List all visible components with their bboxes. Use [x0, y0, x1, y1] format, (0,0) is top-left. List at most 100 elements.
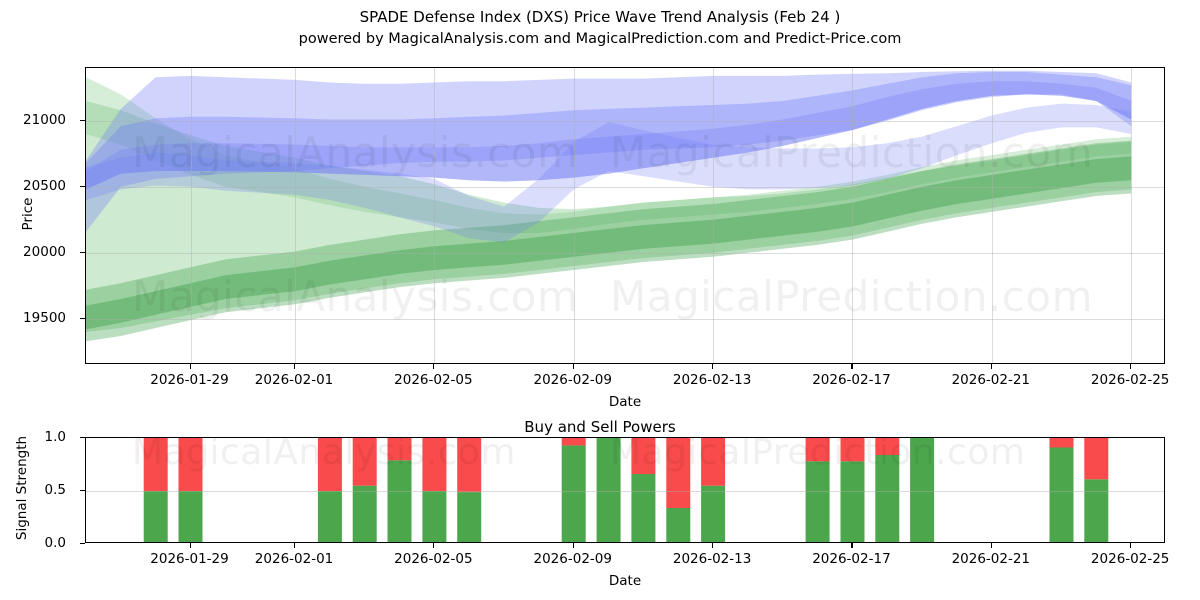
price-y-tick-mark	[80, 317, 85, 319]
gridline-vertical	[573, 68, 575, 363]
bar-buy-power	[352, 485, 377, 542]
bar-buy-power	[840, 461, 865, 542]
bar-buy-power	[910, 438, 935, 542]
signal-x-tick-mark	[433, 543, 435, 548]
signal-x-tick-mark	[990, 543, 992, 548]
signal-y-tick-label: 1.0	[44, 429, 66, 445]
price-wave-bands	[86, 70, 1132, 342]
gridline-horizontal	[86, 186, 1164, 188]
bar-sell-power	[666, 438, 691, 508]
bar-sell-power	[352, 438, 377, 486]
wave-band-blue-band-mid-upper	[86, 72, 1132, 190]
price-y-tick-mark	[80, 119, 85, 121]
signal-x-tick-label: 2026-02-09	[533, 551, 612, 567]
gridline-horizontal	[86, 318, 1164, 320]
wave-band-blue-wave-inner-dip-upper	[86, 103, 1132, 243]
signal-y-tick-mark	[80, 437, 85, 439]
bar-buy-power	[1084, 479, 1109, 542]
signal-x-axis-label: Date	[608, 573, 642, 589]
bar-sell-power	[143, 438, 168, 491]
bar-sell-power	[840, 438, 865, 462]
signal-y-tick-label: 0.0	[44, 535, 66, 551]
price-x-tick-mark	[851, 364, 853, 369]
wave-band-green-band-core-upper	[86, 156, 1132, 330]
bar-buy-power	[596, 438, 621, 542]
price-x-tick-label: 2026-02-09	[533, 372, 612, 388]
signal-x-tick-mark	[189, 543, 191, 548]
bar-buy-power	[875, 455, 900, 542]
bar-buy-power	[422, 491, 447, 542]
signal-x-tick-mark	[572, 543, 574, 548]
bar-buy-power	[178, 491, 203, 542]
wave-band-green-band-mid-upper	[86, 140, 1132, 342]
page-title: SPADE Defense Index (DXS) Price Wave Tre…	[359, 8, 841, 26]
price-x-tick-label: 2026-02-13	[672, 372, 752, 388]
gridline-vertical	[190, 68, 192, 363]
price-chart-plot-area	[85, 67, 1165, 364]
signal-x-tick-label: 2026-02-25	[1090, 551, 1170, 567]
signal-chart-plot-area	[85, 437, 1165, 543]
signal-y-tick-mark	[80, 543, 85, 545]
bar-buy-power	[561, 445, 586, 542]
gridline-horizontal	[86, 252, 1164, 254]
bar-sell-power	[387, 438, 412, 461]
gridline-horizontal	[86, 120, 1164, 122]
price-x-tick-mark	[433, 364, 435, 369]
wave-band-blue-band-inner-core	[86, 81, 1132, 190]
bar-buy-power	[701, 485, 726, 542]
bar-buy-power	[631, 474, 656, 542]
signal-y-axis: 0.0 0.5 1.0	[0, 429, 76, 551]
price-y-axis: 19500 20000 20500 21000	[0, 67, 76, 364]
price-x-axis-label: Date	[608, 394, 642, 410]
gridline-horizontal	[86, 491, 1164, 492]
price-y-tick-mark	[80, 251, 85, 253]
price-x-tick-label: 2026-02-21	[951, 372, 1031, 388]
bar-sell-power	[178, 438, 203, 491]
price-x-tick-mark	[294, 364, 296, 369]
bar-sell-power	[317, 438, 342, 491]
gridline-vertical	[852, 68, 854, 363]
bar-buy-power	[805, 461, 830, 542]
bar-buy-power	[143, 491, 168, 542]
signal-bars	[143, 438, 1109, 542]
signal-x-tick-label: 2026-02-21	[951, 551, 1031, 567]
bar-buy-power	[387, 460, 412, 542]
price-x-tick-label: 2026-02-01	[254, 372, 334, 388]
gridline-vertical	[1131, 68, 1133, 363]
gridline-vertical	[713, 68, 715, 363]
wave-band-green-wave-upper-crossing	[86, 77, 1132, 233]
signal-x-tick-mark	[712, 543, 714, 548]
bar-sell-power	[1049, 438, 1074, 448]
signal-x-tick-mark	[1130, 543, 1132, 548]
gridline-vertical	[295, 68, 297, 363]
bar-sell-power	[422, 438, 447, 491]
signal-chart-title: Buy and Sell Powers	[524, 418, 676, 436]
price-y-tick-mark	[80, 185, 85, 187]
signal-y-axis-label: Signal Strength	[14, 435, 30, 541]
gridline-vertical	[434, 68, 436, 363]
price-x-tick-mark	[1130, 364, 1132, 369]
signal-x-tick-label: 2026-02-13	[672, 551, 752, 567]
wave-band-blue-band-outer-upper	[86, 70, 1132, 232]
bar-sell-power	[561, 438, 586, 446]
signal-y-tick-mark	[80, 490, 85, 492]
signal-y-tick-label: 0.5	[44, 482, 66, 498]
bar-buy-power	[317, 491, 342, 542]
price-x-tick-label: 2026-01-29	[150, 372, 229, 388]
bar-sell-power	[805, 438, 830, 462]
gridline-vertical	[991, 68, 993, 363]
signal-x-tick-label: 2026-02-01	[254, 551, 334, 567]
page-subtitle: powered by MagicalAnalysis.com and Magic…	[298, 31, 902, 47]
price-x-tick-label: 2026-02-17	[812, 372, 891, 388]
bar-sell-power	[875, 438, 900, 455]
price-y-tick-label: 19500	[23, 309, 66, 326]
signal-x-tick-mark	[851, 543, 853, 548]
price-x-tick-mark	[990, 364, 992, 369]
price-x-tick-mark	[572, 364, 574, 369]
bar-buy-power	[457, 492, 482, 542]
bar-sell-power	[457, 438, 482, 493]
wave-band-green-band-outer-upper	[86, 101, 1132, 332]
bar-buy-power	[666, 508, 691, 542]
price-y-tick-label: 20000	[23, 243, 66, 260]
